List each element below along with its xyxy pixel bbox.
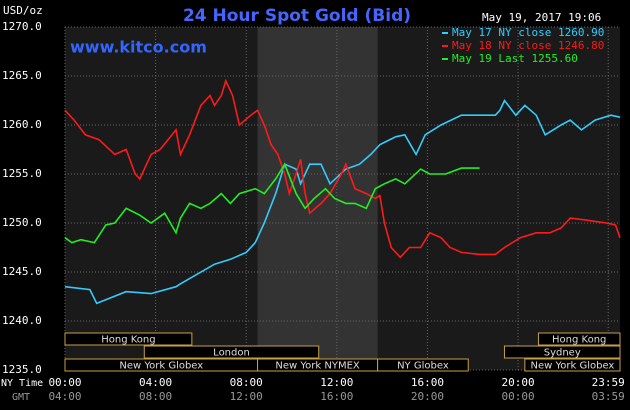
x2-tick-label: 20:00 <box>411 390 444 403</box>
x2-tick-label: 04:00 <box>48 390 81 403</box>
x-tick-label: 20:00 <box>501 376 534 389</box>
x-tick-label: 08:00 <box>230 376 263 389</box>
session-label: London <box>213 348 250 359</box>
y-tick-label: 1255.0 <box>2 167 42 180</box>
session-label: Hong Kong <box>552 335 606 346</box>
chart-title: 24 Hour Spot Gold (Bid) <box>183 6 411 26</box>
y-tick-label: 1250.0 <box>2 216 42 229</box>
x2-tick-label: 00:00 <box>501 390 534 403</box>
session-bar <box>143 345 320 359</box>
x2-tick-label: 03:59 <box>592 390 625 403</box>
y-tick-label: 1270.0 <box>2 20 42 33</box>
session-bar <box>64 332 193 346</box>
x2-axis-label: GMT <box>12 392 30 403</box>
session-label: New York Globex <box>530 361 614 372</box>
x2-tick-label: 08:00 <box>139 390 172 403</box>
x-tick-label: 16:00 <box>411 376 444 389</box>
x2-tick-label: 12:00 <box>230 390 263 403</box>
y-tick-label: 1265.0 <box>2 69 42 82</box>
x2-tick-label: 16:00 <box>320 390 353 403</box>
price-line <box>64 78 621 259</box>
x-tick-label: 00:00 <box>48 376 81 389</box>
legend-label: May 17 NY close 1260.90 <box>452 26 604 39</box>
x-tick-label: 12:00 <box>320 376 353 389</box>
x-axis-label: NY Time <box>1 378 43 389</box>
session-label: Sydney <box>544 348 581 359</box>
y-tick-label: 1235.0 <box>2 363 42 376</box>
y-tick-label: 1260.0 <box>2 118 42 131</box>
session-label: New York NYMEX <box>275 361 360 372</box>
legend-label: May 18 NY close 1246.80 <box>452 39 604 52</box>
session-label: Hong Kong <box>101 335 155 346</box>
session-bar <box>537 332 621 346</box>
legend-label: May 19 Last 1255.60 <box>452 52 578 65</box>
x-tick-label: 04:00 <box>139 376 172 389</box>
timestamp: May 19, 2017 19:06 <box>482 11 601 24</box>
session-bar <box>524 358 621 372</box>
x-tick-label: 23:59 <box>592 376 625 389</box>
session-shade <box>257 27 378 370</box>
unit-label: USD/oz <box>3 4 43 17</box>
y-tick-label: 1245.0 <box>2 265 42 278</box>
price-line <box>64 98 621 305</box>
price-line <box>64 162 480 244</box>
session-bar <box>377 358 469 372</box>
website: www.kitco.com <box>70 38 207 57</box>
session-label: NY Globex <box>397 361 449 372</box>
session-label: New York Globex <box>119 361 203 372</box>
session-bar <box>503 345 621 359</box>
y-tick-label: 1240.0 <box>2 314 42 327</box>
